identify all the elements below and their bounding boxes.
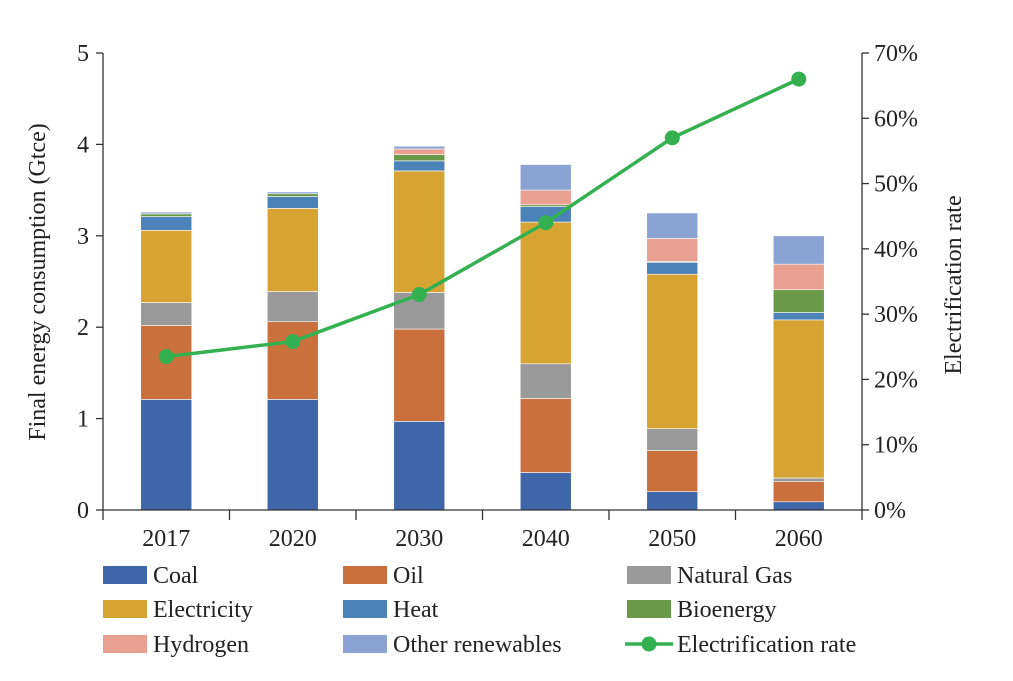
bar-segment-coal-2020 xyxy=(266,399,319,511)
x-tick-label: 2020 xyxy=(269,526,317,552)
x-tick-label: 2017 xyxy=(142,526,190,552)
electrification-rate-point-2030 xyxy=(411,287,427,303)
bar-segment-heat-2030 xyxy=(393,160,446,172)
bar-segment-oil-2030 xyxy=(393,328,446,422)
bar-segment-coal-2050 xyxy=(646,491,699,511)
y-tick-label: 0 xyxy=(77,498,89,524)
bar-segment-other-renewables-2040 xyxy=(519,164,572,191)
y2-axis-title: Electrification rate xyxy=(941,195,967,374)
legend-swatch-natural-gas xyxy=(627,566,671,584)
legend-label-oil: Oil xyxy=(393,563,424,589)
legend-label-coal: Coal xyxy=(153,563,199,589)
y2-tick-label: 0% xyxy=(874,498,906,524)
legend-label-hydrogen: Hydrogen xyxy=(153,632,249,658)
bar-segment-heat-2050 xyxy=(646,262,699,275)
y2-tick-label: 50% xyxy=(874,172,918,198)
x-tick-label: 2030 xyxy=(395,526,443,552)
x-tick-label: 2050 xyxy=(648,526,696,552)
line-layer xyxy=(158,71,807,365)
electrification-rate-point-2060 xyxy=(791,71,807,87)
bar-segment-electricity-2060 xyxy=(772,319,825,479)
bars-layer xyxy=(140,145,825,511)
y-tick-label: 1 xyxy=(77,407,89,433)
bar-segment-electricity-2040 xyxy=(519,221,572,365)
bar-segment-coal-2017 xyxy=(140,399,193,511)
bar-segment-coal-2060 xyxy=(772,501,825,511)
y-axis-title: Final energy consumption (Gtce) xyxy=(25,123,51,440)
bar-segment-hydrogen-2040 xyxy=(519,189,572,206)
bar-segment-oil-2060 xyxy=(772,481,825,503)
legend-swatch-hydrogen xyxy=(103,635,147,653)
bar-segment-coal-2030 xyxy=(393,421,446,511)
bar-segment-other-renewables-2017 xyxy=(140,211,193,215)
bar-segment-heat-2020 xyxy=(266,196,319,209)
legend-swatch-oil xyxy=(343,566,387,584)
legend-swatch-coal xyxy=(103,566,147,584)
bar-segment-hydrogen-2060 xyxy=(772,263,825,291)
legend-swatch-heat xyxy=(343,600,387,618)
bar-segment-natural-gas-2020 xyxy=(266,291,319,323)
x-tick-label: 2040 xyxy=(522,526,570,552)
bar-segment-heat-2060 xyxy=(772,312,825,321)
bar-segment-natural-gas-2060 xyxy=(772,477,825,482)
bar-segment-bioenergy-2020 xyxy=(266,193,319,197)
bar-segment-electricity-2017 xyxy=(140,230,193,303)
bar-segment-hydrogen-2050 xyxy=(646,238,699,262)
bar-segment-bioenergy-2017 xyxy=(140,213,193,217)
legend-label-electrification-rate: Electrification rate xyxy=(677,632,856,658)
y2-tick-label: 40% xyxy=(874,237,918,263)
bar-segment-heat-2017 xyxy=(140,216,193,231)
y2-tick-label: 10% xyxy=(874,433,918,459)
legend-swatch-electricity xyxy=(103,600,147,618)
electrification-rate-point-2040 xyxy=(538,215,554,231)
y-tick-label: 3 xyxy=(77,224,89,250)
bar-segment-other-renewables-2050 xyxy=(646,212,699,239)
bar-segment-natural-gas-2050 xyxy=(646,428,699,451)
legend-swatch-other-renewables xyxy=(343,635,387,653)
legend-label-bioenergy: Bioenergy xyxy=(677,597,777,623)
bar-segment-electricity-2030 xyxy=(393,170,446,293)
legend-swatch-bioenergy xyxy=(627,600,671,618)
legend: Coal Oil Natural Gas Electricity Heat Bioener… xyxy=(103,563,856,658)
bar-segment-bioenergy-2030 xyxy=(393,154,446,162)
legend-swatch-marker-electrification-rate xyxy=(641,636,657,652)
bar-segment-oil-2040 xyxy=(519,398,572,473)
bar-segment-other-renewables-2020 xyxy=(266,191,319,195)
legend-label-electricity: Electricity xyxy=(153,597,253,623)
electrification-rate-point-2050 xyxy=(664,130,680,146)
legend-label-heat: Heat xyxy=(393,597,439,623)
y2-tick-label: 20% xyxy=(874,367,918,393)
bar-segment-oil-2050 xyxy=(646,450,699,493)
bar-segment-hydrogen-2030 xyxy=(393,148,446,155)
bar-segment-electricity-2050 xyxy=(646,273,699,429)
y-tick-label: 4 xyxy=(77,132,89,158)
bar-segment-other-renewables-2060 xyxy=(772,235,825,265)
bar-segment-natural-gas-2040 xyxy=(519,363,572,399)
electrification-rate-line xyxy=(166,77,800,359)
electrification-rate-point-2017 xyxy=(158,349,174,365)
y2-tick-label: 60% xyxy=(874,106,918,132)
y-tick-label: 5 xyxy=(77,41,89,67)
legend-label-other-renewables: Other renewables xyxy=(393,632,562,658)
bar-segment-electricity-2020 xyxy=(266,208,319,292)
x-tick-label: 2060 xyxy=(775,526,823,552)
y2-tick-label: 30% xyxy=(874,302,918,328)
bar-segment-coal-2040 xyxy=(519,472,572,511)
y2-tick-label: 70% xyxy=(874,41,918,67)
bar-segment-bioenergy-2060 xyxy=(772,289,825,313)
bar-segment-natural-gas-2017 xyxy=(140,302,193,326)
y-tick-label: 2 xyxy=(77,315,89,341)
legend-label-natural-gas: Natural Gas xyxy=(677,563,792,589)
electrification-rate-point-2020 xyxy=(285,334,301,350)
bar-segment-other-renewables-2030 xyxy=(393,145,446,150)
